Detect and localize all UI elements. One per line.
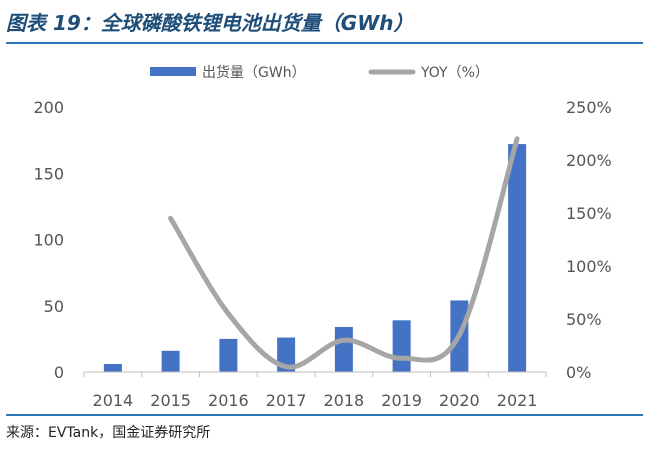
yoy-series bbox=[168, 136, 520, 370]
bar bbox=[219, 338, 238, 372]
legend-bar-swatch bbox=[150, 67, 196, 76]
legend: 出货量（GWh） YOY（%） bbox=[150, 64, 489, 81]
x-tick-label: 2017 bbox=[266, 391, 307, 410]
bar bbox=[508, 144, 527, 372]
source-note: 来源：EVTank，国金证券研究所 bbox=[6, 425, 211, 441]
y-left-tick-label: 0 bbox=[54, 363, 64, 382]
source-rule bbox=[6, 414, 643, 416]
y-right-tick-label: 100% bbox=[566, 257, 612, 276]
chart: 出货量（GWh） YOY（%） 0 50 100 150 200 0% 50% 100% 150… bbox=[33, 64, 612, 410]
y-left-tick-label: 200 bbox=[33, 98, 64, 117]
x-axis: 2014 2015 2016 2017 2018 2019 2020 2021 bbox=[83, 371, 547, 410]
y-left-tick-label: 100 bbox=[33, 231, 64, 250]
y-axis-left: 0 50 100 150 200 bbox=[33, 98, 64, 382]
title-rule bbox=[6, 42, 643, 44]
y-right-tick-label: 50% bbox=[566, 310, 602, 329]
bar bbox=[334, 326, 353, 372]
x-tick-label: 2020 bbox=[439, 391, 480, 410]
y-axis-right: 0% 50% 100% 150% 200% 250% bbox=[566, 98, 612, 382]
bar bbox=[161, 350, 180, 372]
bar bbox=[103, 364, 122, 372]
x-tick-label: 2021 bbox=[497, 391, 538, 410]
y-left-tick-label: 150 bbox=[33, 164, 64, 183]
legend-line-label: YOY（%） bbox=[420, 65, 489, 81]
y-right-tick-label: 200% bbox=[566, 151, 612, 170]
bar bbox=[392, 320, 411, 372]
yoy-line bbox=[168, 136, 520, 370]
y-right-tick-label: 250% bbox=[566, 98, 612, 117]
x-tick-label: 2015 bbox=[150, 391, 191, 410]
x-tick-label: 2014 bbox=[93, 391, 134, 410]
y-right-tick-label: 0% bbox=[566, 363, 591, 382]
x-tick-label: 2018 bbox=[324, 391, 365, 410]
x-tick-label: 2019 bbox=[381, 391, 422, 410]
y-left-tick-label: 50 bbox=[44, 297, 64, 316]
bar-series bbox=[103, 144, 527, 372]
legend-bar-label: 出货量（GWh） bbox=[202, 64, 306, 81]
figure-title: 图表 19：全球磷酸铁锂电池出货量（GWh） bbox=[6, 11, 414, 35]
x-tick-label: 2016 bbox=[208, 391, 249, 410]
y-right-tick-label: 150% bbox=[566, 204, 612, 223]
